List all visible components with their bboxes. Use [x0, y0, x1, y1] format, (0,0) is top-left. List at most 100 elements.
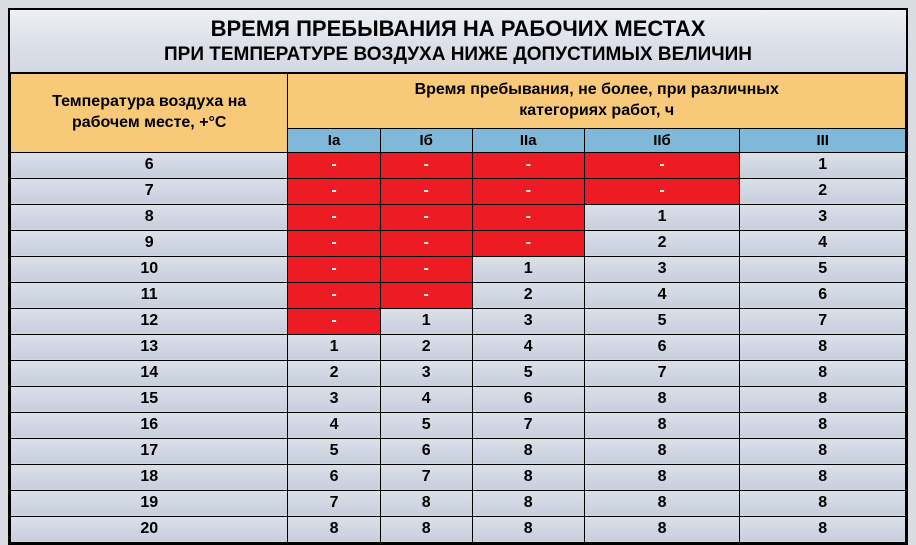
- table-row: 9---24: [11, 230, 906, 256]
- table-row: 2088888: [11, 516, 906, 542]
- value-cell: -: [472, 230, 584, 256]
- value-cell: 2: [288, 360, 380, 386]
- value-cell: 8: [584, 386, 740, 412]
- category-1b: Iб: [380, 128, 472, 152]
- value-cell: -: [380, 256, 472, 282]
- value-cell: 8: [740, 412, 906, 438]
- value-cell: 7: [740, 308, 906, 334]
- temperature-cell: 14: [11, 360, 288, 386]
- value-cell: 8: [740, 464, 906, 490]
- value-cell: 5: [288, 438, 380, 464]
- value-cell: 8: [380, 516, 472, 542]
- value-cell: 4: [288, 412, 380, 438]
- value-cell: -: [288, 152, 380, 178]
- header-left-line2: рабочем месте, +°С: [72, 114, 227, 131]
- temperature-cell: 15: [11, 386, 288, 412]
- temperature-cell: 6: [11, 152, 288, 178]
- value-cell: 1: [380, 308, 472, 334]
- value-cell: 2: [740, 178, 906, 204]
- value-cell: 8: [472, 490, 584, 516]
- temperature-cell: 10: [11, 256, 288, 282]
- value-cell: 1: [288, 334, 380, 360]
- value-cell: -: [472, 152, 584, 178]
- value-cell: 1: [472, 256, 584, 282]
- header-time: Время пребывания, не более, при различны…: [288, 74, 906, 129]
- value-cell: -: [288, 308, 380, 334]
- table-row: 1867888: [11, 464, 906, 490]
- value-cell: 3: [288, 386, 380, 412]
- temperature-cell: 8: [11, 204, 288, 230]
- value-cell: 8: [740, 438, 906, 464]
- value-cell: 8: [472, 464, 584, 490]
- temperature-cell: 12: [11, 308, 288, 334]
- value-cell: 7: [288, 490, 380, 516]
- value-cell: 3: [472, 308, 584, 334]
- value-cell: -: [472, 204, 584, 230]
- value-cell: 8: [584, 464, 740, 490]
- category-1a: Iа: [288, 128, 380, 152]
- value-cell: 4: [380, 386, 472, 412]
- value-cell: 8: [740, 490, 906, 516]
- value-cell: 7: [472, 412, 584, 438]
- value-cell: 3: [740, 204, 906, 230]
- value-cell: 8: [584, 516, 740, 542]
- value-cell: -: [380, 152, 472, 178]
- value-cell: -: [288, 282, 380, 308]
- value-cell: -: [380, 204, 472, 230]
- page-title: ВРЕМЯ ПРЕБЫВАНИЯ НА РАБОЧИХ МЕСТАХ: [10, 10, 906, 44]
- value-cell: -: [288, 178, 380, 204]
- value-cell: -: [584, 178, 740, 204]
- value-cell: 8: [740, 334, 906, 360]
- value-cell: -: [472, 178, 584, 204]
- temperature-cell: 17: [11, 438, 288, 464]
- value-cell: 6: [380, 438, 472, 464]
- value-cell: -: [584, 152, 740, 178]
- value-cell: 4: [472, 334, 584, 360]
- table-row: 12-1357: [11, 308, 906, 334]
- value-cell: 3: [584, 256, 740, 282]
- temperature-cell: 18: [11, 464, 288, 490]
- value-cell: 7: [380, 464, 472, 490]
- table-row: 1423578: [11, 360, 906, 386]
- value-cell: -: [288, 256, 380, 282]
- page-subtitle: ПРИ ТЕМПЕРАТУРЕ ВОЗДУХА НИЖЕ ДОПУСТИМЫХ …: [10, 44, 906, 73]
- table-row: 8---13: [11, 204, 906, 230]
- temperature-cell: 13: [11, 334, 288, 360]
- category-2b: IIб: [584, 128, 740, 152]
- table-row: 1312468: [11, 334, 906, 360]
- temperature-cell: 20: [11, 516, 288, 542]
- value-cell: -: [380, 282, 472, 308]
- temperature-cell: 9: [11, 230, 288, 256]
- table-row: 1978888: [11, 490, 906, 516]
- value-cell: 1: [584, 204, 740, 230]
- value-cell: 8: [740, 386, 906, 412]
- value-cell: 2: [472, 282, 584, 308]
- value-cell: 6: [740, 282, 906, 308]
- value-cell: 8: [740, 516, 906, 542]
- value-cell: 2: [584, 230, 740, 256]
- value-cell: 2: [380, 334, 472, 360]
- value-cell: 8: [584, 412, 740, 438]
- value-cell: 6: [584, 334, 740, 360]
- value-cell: 5: [584, 308, 740, 334]
- header-temperature: Температура воздуха на рабочем месте, +°…: [11, 74, 288, 153]
- value-cell: -: [288, 230, 380, 256]
- value-cell: 4: [584, 282, 740, 308]
- value-cell: 5: [472, 360, 584, 386]
- temperature-cell: 11: [11, 282, 288, 308]
- value-cell: 5: [380, 412, 472, 438]
- main-container: ВРЕМЯ ПРЕБЫВАНИЯ НА РАБОЧИХ МЕСТАХ ПРИ Т…: [8, 8, 908, 545]
- table-row: 7----2: [11, 178, 906, 204]
- value-cell: 8: [740, 360, 906, 386]
- value-cell: 8: [380, 490, 472, 516]
- header-right-line1: Время пребывания, не более, при различны…: [415, 81, 779, 98]
- value-cell: 8: [472, 516, 584, 542]
- value-cell: 3: [380, 360, 472, 386]
- value-cell: 8: [472, 438, 584, 464]
- table-row: 1756888: [11, 438, 906, 464]
- value-cell: -: [380, 178, 472, 204]
- exposure-table: Температура воздуха на рабочем месте, +°…: [10, 73, 906, 543]
- table-body: 6----17----28---139---2410--13511--24612…: [11, 152, 906, 542]
- header-right-line2: категориях работ, ч: [519, 102, 674, 119]
- value-cell: 6: [472, 386, 584, 412]
